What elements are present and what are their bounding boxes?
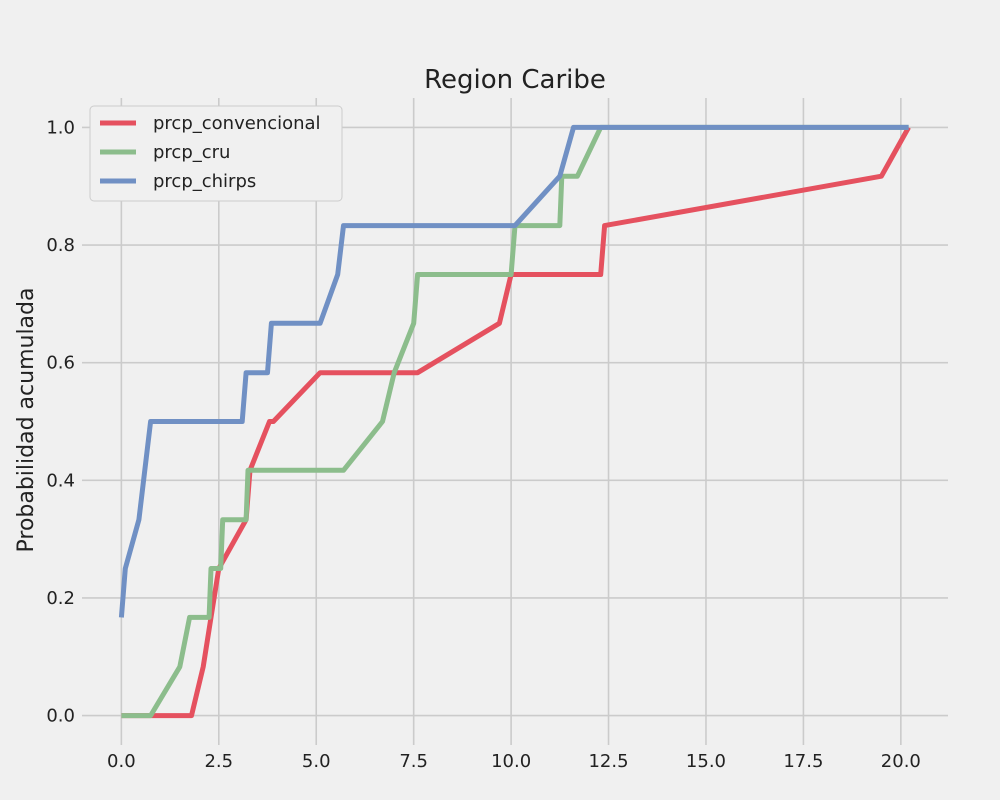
x-tick-label: 20.0 (881, 751, 921, 772)
legend-box (89, 105, 343, 202)
legend: prcp_convencional prcp_cru prcp_chirps (89, 105, 343, 202)
series-line-prcp-chirps (118, 124, 909, 618)
tick-labels: 0.0 2.5 5.0 7.5 10.0 12.5 15.0 17.5 20.0 0.0 0.2 0.… (46, 117, 921, 772)
y-tick-label: 0.4 (46, 470, 75, 491)
x-tick-label: 5.0 (302, 751, 331, 772)
x-tick-label: 12.5 (588, 751, 628, 772)
chart-title: Region Caribe (424, 65, 606, 95)
legend-label: prcp_cru (153, 142, 230, 163)
series-line-prcp-convencional (121, 126, 911, 719)
y-tick-label: 1.0 (46, 117, 75, 138)
series-line-prcp-cru (121, 124, 909, 719)
legend-label: prcp_chirps (153, 171, 256, 192)
x-tick-label: 10.0 (491, 751, 531, 772)
x-tick-label: 15.0 (686, 751, 726, 772)
series-group (118, 124, 911, 719)
y-tick-label: 0.2 (46, 588, 75, 609)
x-tick-label: 17.5 (783, 751, 823, 772)
y-tick-label: 0.0 (46, 706, 75, 727)
x-tick-label: 0.0 (107, 751, 136, 772)
y-tick-label: 0.8 (46, 235, 75, 256)
legend-label: prcp_convencional (153, 113, 321, 134)
x-tick-label: 2.5 (204, 751, 233, 772)
y-axis-label: Probabilidad acumulada (14, 288, 39, 553)
y-tick-label: 0.6 (46, 353, 75, 374)
x-tick-label: 7.5 (399, 751, 428, 772)
